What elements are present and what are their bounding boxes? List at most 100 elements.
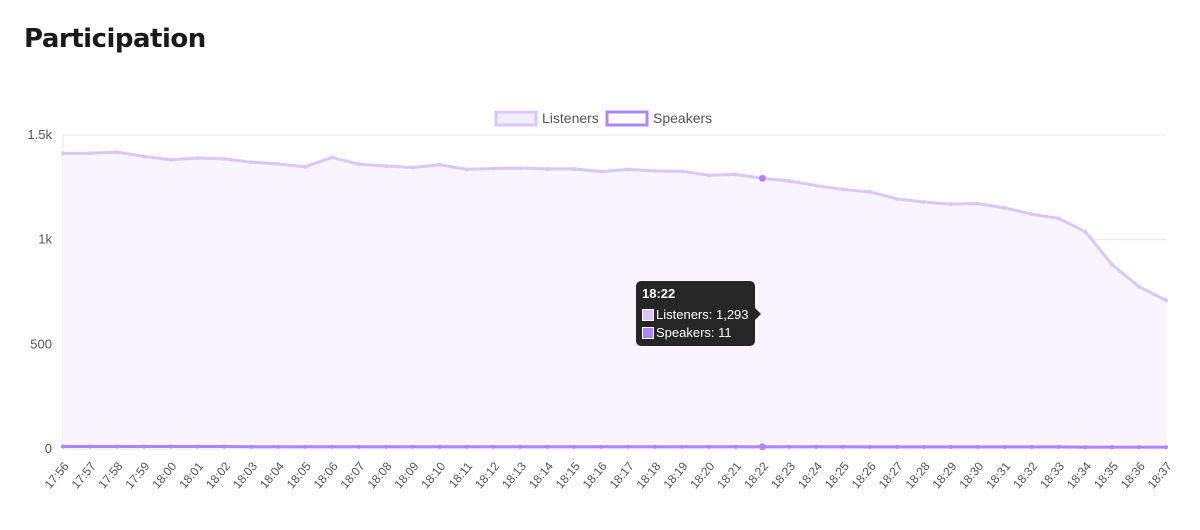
listeners-point xyxy=(1164,298,1168,303)
speakers-point xyxy=(1002,444,1007,449)
x-tick-label: 18:15 xyxy=(553,459,583,491)
speakers-point xyxy=(841,444,846,449)
x-tick-label: 17:59 xyxy=(122,459,152,491)
x-tick-label: 18:31 xyxy=(983,459,1013,491)
speakers-point xyxy=(303,444,308,449)
y-tick-label: 500 xyxy=(30,336,52,351)
listeners-point xyxy=(1137,284,1142,289)
speakers-point xyxy=(545,444,550,449)
x-tick-label: 18:02 xyxy=(203,459,233,491)
x-tick-label: 18:19 xyxy=(660,459,690,491)
x-tick-label: 18:08 xyxy=(365,459,395,491)
x-tick-label: 18:34 xyxy=(1064,459,1094,491)
x-tick-label: 18:17 xyxy=(607,459,637,491)
speakers-point xyxy=(1110,445,1115,450)
speakers-point xyxy=(491,444,496,449)
speakers-point xyxy=(222,444,227,449)
legend-swatch-speakers xyxy=(605,110,649,127)
speakers-point xyxy=(733,444,738,449)
tooltip-swatch-speakers xyxy=(642,327,654,339)
x-tick-label: 18:27 xyxy=(876,459,906,491)
speakers-point xyxy=(1083,445,1088,450)
listeners-point xyxy=(572,166,577,171)
x-tick-label: 18:11 xyxy=(446,459,476,491)
speakers-point xyxy=(518,444,523,449)
speakers-point xyxy=(921,444,926,449)
legend-swatch-listeners xyxy=(494,110,538,127)
listeners-line xyxy=(61,150,1168,302)
x-tick-label: 18:30 xyxy=(956,459,986,491)
legend-item-listeners[interactable]: Listeners xyxy=(494,110,599,127)
speakers-point xyxy=(868,444,873,449)
speakers-point xyxy=(1137,445,1142,450)
speakers-point xyxy=(1029,444,1034,449)
y-tick-label: 0 xyxy=(45,441,52,456)
speakers-point xyxy=(599,444,604,449)
listeners-point xyxy=(61,151,65,156)
x-tick-label: 18:04 xyxy=(257,459,287,491)
x-tick-label: 18:09 xyxy=(391,459,421,491)
x-tick-label: 18:05 xyxy=(284,459,314,491)
x-tick-label: 18:00 xyxy=(149,459,179,491)
listeners-point xyxy=(599,169,604,174)
speakers-point xyxy=(276,444,281,449)
chart-tooltip: 18:22 Listeners: 1,293 Speakers: 11 xyxy=(636,281,761,346)
y-tick-label: 1k xyxy=(38,232,52,247)
listeners-point xyxy=(1029,212,1034,217)
speakers-point xyxy=(410,444,415,449)
speakers-point xyxy=(61,444,65,449)
speakers-point xyxy=(572,444,577,449)
x-tick-label: 18:18 xyxy=(634,459,664,491)
x-tick-label: 18:24 xyxy=(795,459,825,491)
speakers-point xyxy=(383,444,388,449)
listeners-point xyxy=(303,164,308,169)
listeners-point xyxy=(437,162,442,167)
speakers-point xyxy=(1056,444,1061,449)
x-tick-label: 17:57 xyxy=(69,459,99,491)
x-tick-label: 18:12 xyxy=(472,459,502,491)
listeners-point xyxy=(356,162,361,167)
listeners-point xyxy=(706,173,711,178)
chart-legend[interactable]: Listeners Speakers xyxy=(494,110,712,127)
listeners-point xyxy=(1002,205,1007,210)
series-points xyxy=(61,150,1168,451)
tooltip-row-speakers: Speakers: 11 xyxy=(642,324,749,342)
listeners-point xyxy=(868,189,873,194)
tooltip-swatch-listeners xyxy=(642,309,654,321)
listeners-point xyxy=(545,166,550,171)
page-title: Participation xyxy=(24,24,206,54)
legend-item-speakers[interactable]: Speakers xyxy=(605,110,712,127)
tooltip-label-listeners: Listeners: 1,293 xyxy=(656,307,749,322)
listeners-point xyxy=(1083,229,1088,234)
x-tick-label: 18:13 xyxy=(499,459,529,491)
speakers-point xyxy=(948,444,953,449)
x-tick-label: 18:35 xyxy=(1091,459,1121,491)
legend-label-speakers: Speakers xyxy=(653,110,712,126)
tooltip-label-speakers: Speakers: 11 xyxy=(656,325,732,340)
x-tick-label: 18:33 xyxy=(1037,459,1067,491)
listeners-area xyxy=(63,152,1166,449)
x-tick-label: 18:03 xyxy=(230,459,260,491)
tooltip-title: 18:22 xyxy=(642,286,676,301)
x-tick-label: 18:32 xyxy=(1010,459,1040,491)
x-tick-label: 18:16 xyxy=(580,459,610,491)
speakers-point xyxy=(141,444,146,449)
x-tick-label: 18:14 xyxy=(526,459,556,491)
x-tick-label: 18:25 xyxy=(822,459,852,491)
x-tick-label: 18:26 xyxy=(849,459,879,491)
speakers-point xyxy=(1164,445,1168,450)
listeners-point xyxy=(383,163,388,168)
x-tick-label: 18:22 xyxy=(741,459,771,491)
speakers-point xyxy=(652,444,657,449)
x-tick-label: 18:23 xyxy=(768,459,798,491)
x-tick-label: 18:20 xyxy=(687,459,717,491)
speakers-point xyxy=(87,444,92,449)
speakers-point xyxy=(814,444,819,449)
speakers-point xyxy=(894,444,899,449)
y-tick-label: 1.5k xyxy=(27,127,52,142)
listeners-point xyxy=(168,157,173,162)
listeners-point xyxy=(758,174,766,182)
speakers-point xyxy=(975,444,980,449)
listeners-point xyxy=(733,172,738,177)
